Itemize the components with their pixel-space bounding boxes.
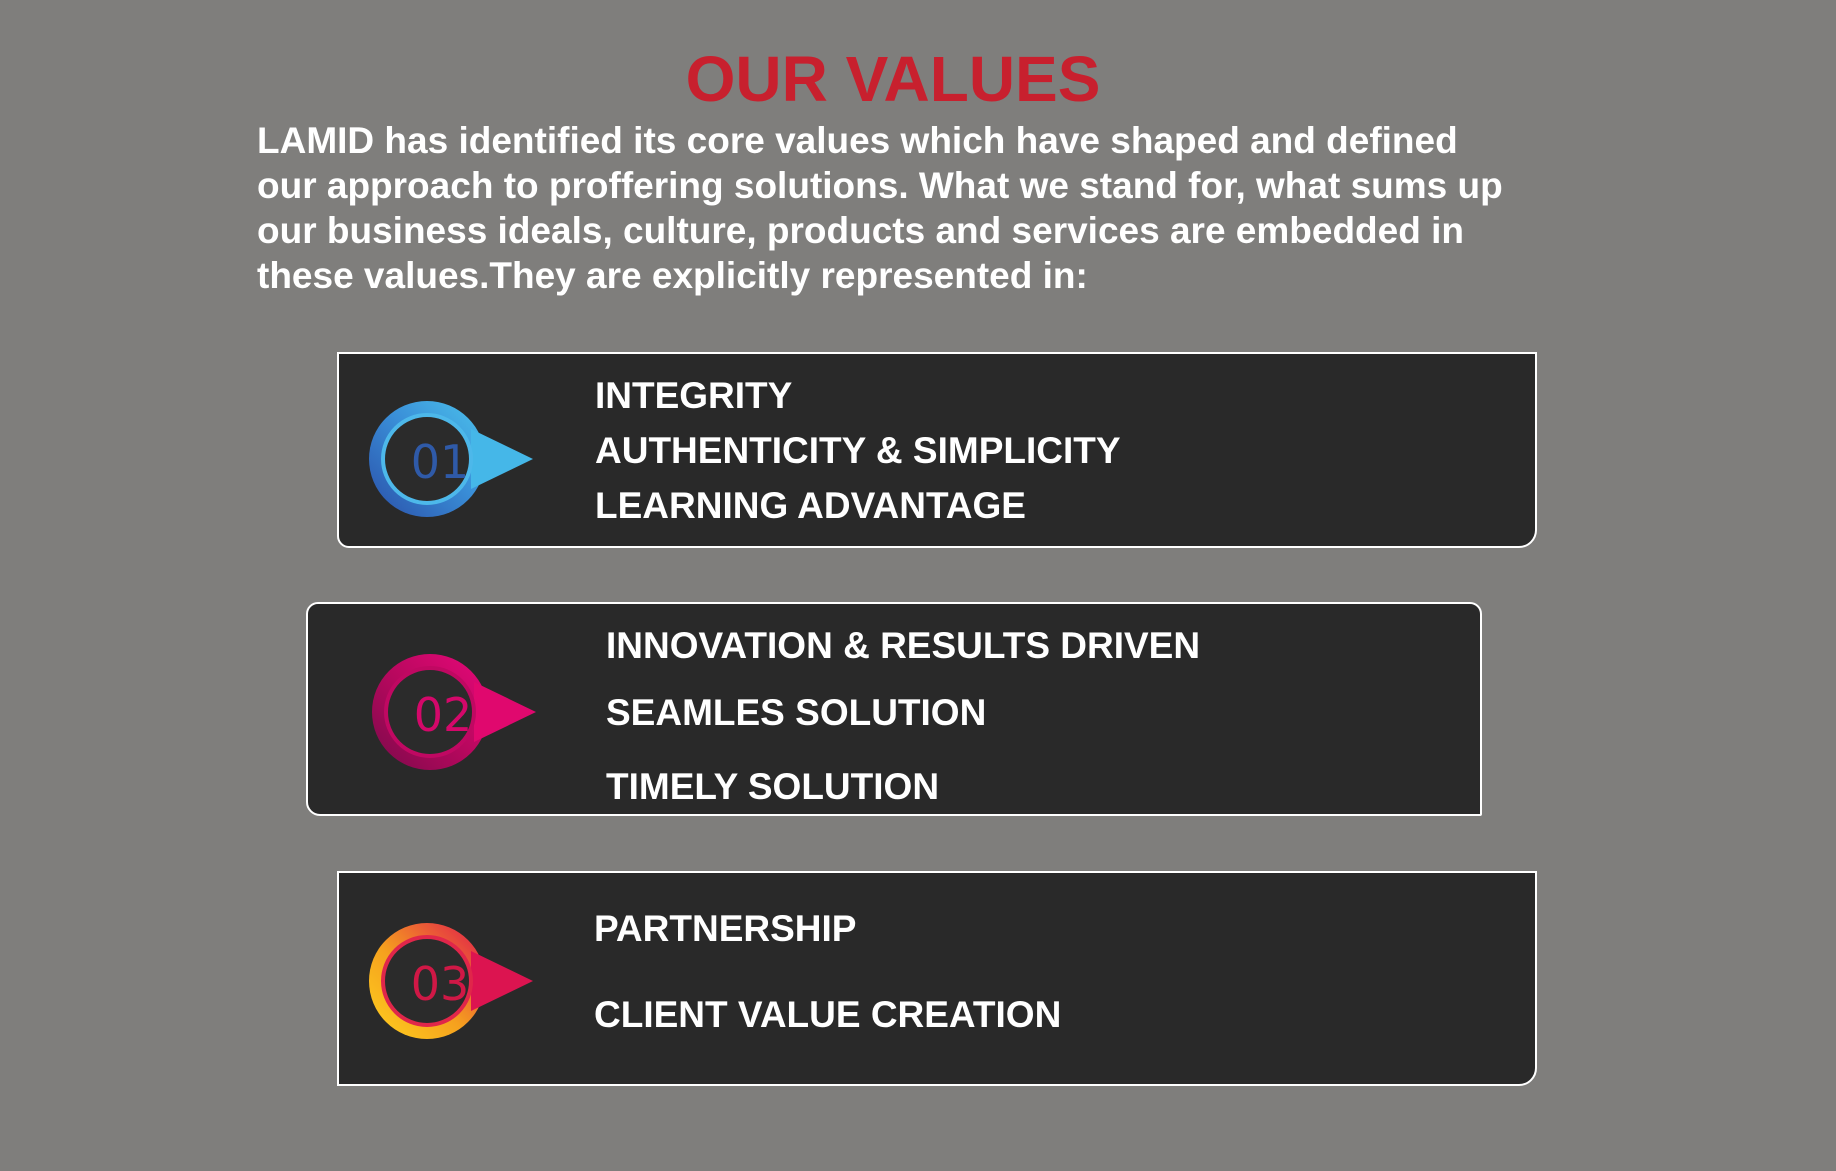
value-item: CLIENT VALUE CREATION xyxy=(594,994,1062,1035)
number-badge-01: 01 xyxy=(359,387,539,537)
values-card-02: 02 INNOVATION & RESULTS DRIVEN SEAMLES S… xyxy=(306,602,1482,816)
value-item: TIMELY SOLUTION xyxy=(606,766,940,807)
intro-line: our approach to proffering solutions. Wh… xyxy=(257,165,1503,206)
badge-number: 03 xyxy=(410,957,470,1011)
number-badge-03: 03 xyxy=(359,909,539,1059)
value-item: INNOVATION & RESULTS DRIVEN xyxy=(606,625,1201,666)
value-item: INTEGRITY xyxy=(595,375,793,416)
page-title: OUR VALUES xyxy=(685,43,1101,115)
value-item: AUTHENTICITY & SIMPLICITY xyxy=(595,430,1121,471)
intro-line: LAMID has identified its core values whi… xyxy=(257,120,1458,161)
location-pin-ring-icon xyxy=(372,654,536,770)
badge-number: 01 xyxy=(410,435,470,489)
value-item: LEARNING ADVANTAGE xyxy=(595,485,1026,526)
intro-paragraph: LAMID has identified its core values whi… xyxy=(257,118,1517,298)
intro-line: these values.They are explicitly represe… xyxy=(257,255,1088,296)
location-pin-ring-icon xyxy=(369,401,533,517)
intro-line: our business ideals, culture, products a… xyxy=(257,210,1464,251)
values-card-03: 03 PARTNERSHIP CLIENT VALUE CREATION xyxy=(337,871,1537,1086)
value-item: SEAMLES SOLUTION xyxy=(606,692,987,733)
value-item: PARTNERSHIP xyxy=(594,908,857,949)
number-badge-02: 02 xyxy=(362,640,542,790)
values-card-01: 01 INTEGRITY AUTHENTICITY & SIMPLICITY L… xyxy=(337,352,1537,548)
location-pin-ring-icon xyxy=(369,923,533,1039)
badge-number: 02 xyxy=(413,688,473,742)
